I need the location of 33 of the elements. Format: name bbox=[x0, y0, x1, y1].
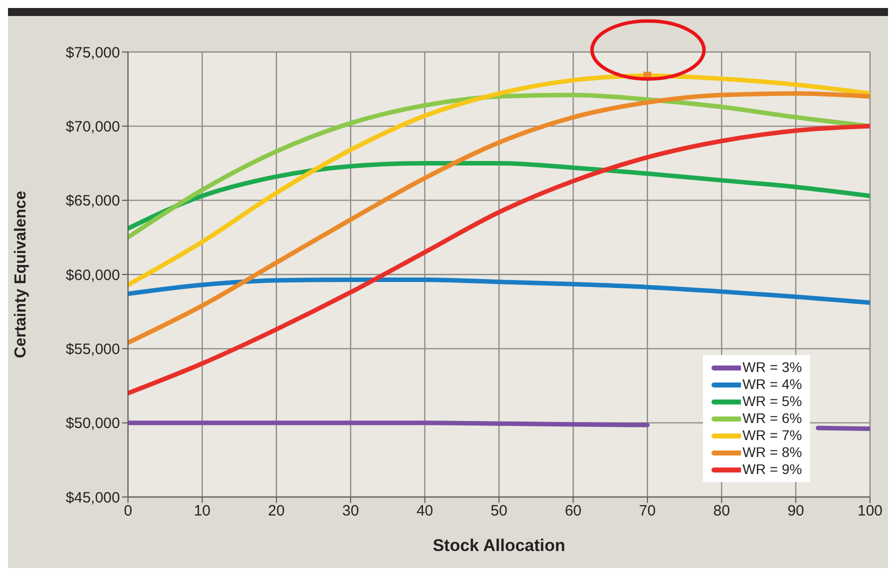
y-tick-label: $65,000 bbox=[66, 192, 120, 210]
x-tick-label: 40 bbox=[416, 502, 434, 520]
line-series bbox=[128, 92, 870, 240]
legend-label: WR = 7% bbox=[742, 427, 802, 444]
line-series bbox=[128, 161, 870, 231]
y-tick-label: $50,000 bbox=[66, 415, 120, 432]
legend-label: WR = 9% bbox=[742, 461, 802, 478]
legend-label: WR = 3% bbox=[742, 359, 802, 376]
line-series bbox=[128, 124, 870, 396]
legend-label: WR = 4% bbox=[742, 376, 802, 393]
x-tick-label: 10 bbox=[194, 502, 211, 520]
y-tick-label: $45,000 bbox=[66, 489, 120, 506]
x-tick-label: 80 bbox=[713, 502, 730, 520]
x-tick-label: 100 bbox=[857, 502, 883, 520]
legend-label: WR = 8% bbox=[742, 444, 802, 461]
y-axis-title: Certainty Equivalence bbox=[12, 190, 30, 358]
x-tick-label: 70 bbox=[639, 502, 656, 520]
y-tick-label: $75,000 bbox=[66, 44, 120, 62]
y-tick-label: $55,000 bbox=[66, 340, 120, 358]
legend-label: WR = 6% bbox=[742, 410, 802, 427]
x-tick-label: 50 bbox=[490, 502, 508, 520]
x-tick-label: 30 bbox=[342, 502, 359, 520]
line-series bbox=[128, 91, 870, 345]
x-tick-label: 90 bbox=[787, 502, 804, 520]
x-axis-title: Stock Allocation bbox=[432, 536, 566, 555]
y-tick-label: $60,000 bbox=[66, 266, 120, 284]
line-series bbox=[128, 277, 870, 305]
x-tick-label: 60 bbox=[564, 502, 582, 520]
line-series bbox=[128, 73, 870, 288]
x-tick-label: 20 bbox=[268, 502, 285, 520]
x-tick-label: 0 bbox=[124, 502, 132, 520]
y-tick-label: $70,000 bbox=[66, 118, 120, 136]
legend-label: WR = 5% bbox=[742, 393, 802, 410]
